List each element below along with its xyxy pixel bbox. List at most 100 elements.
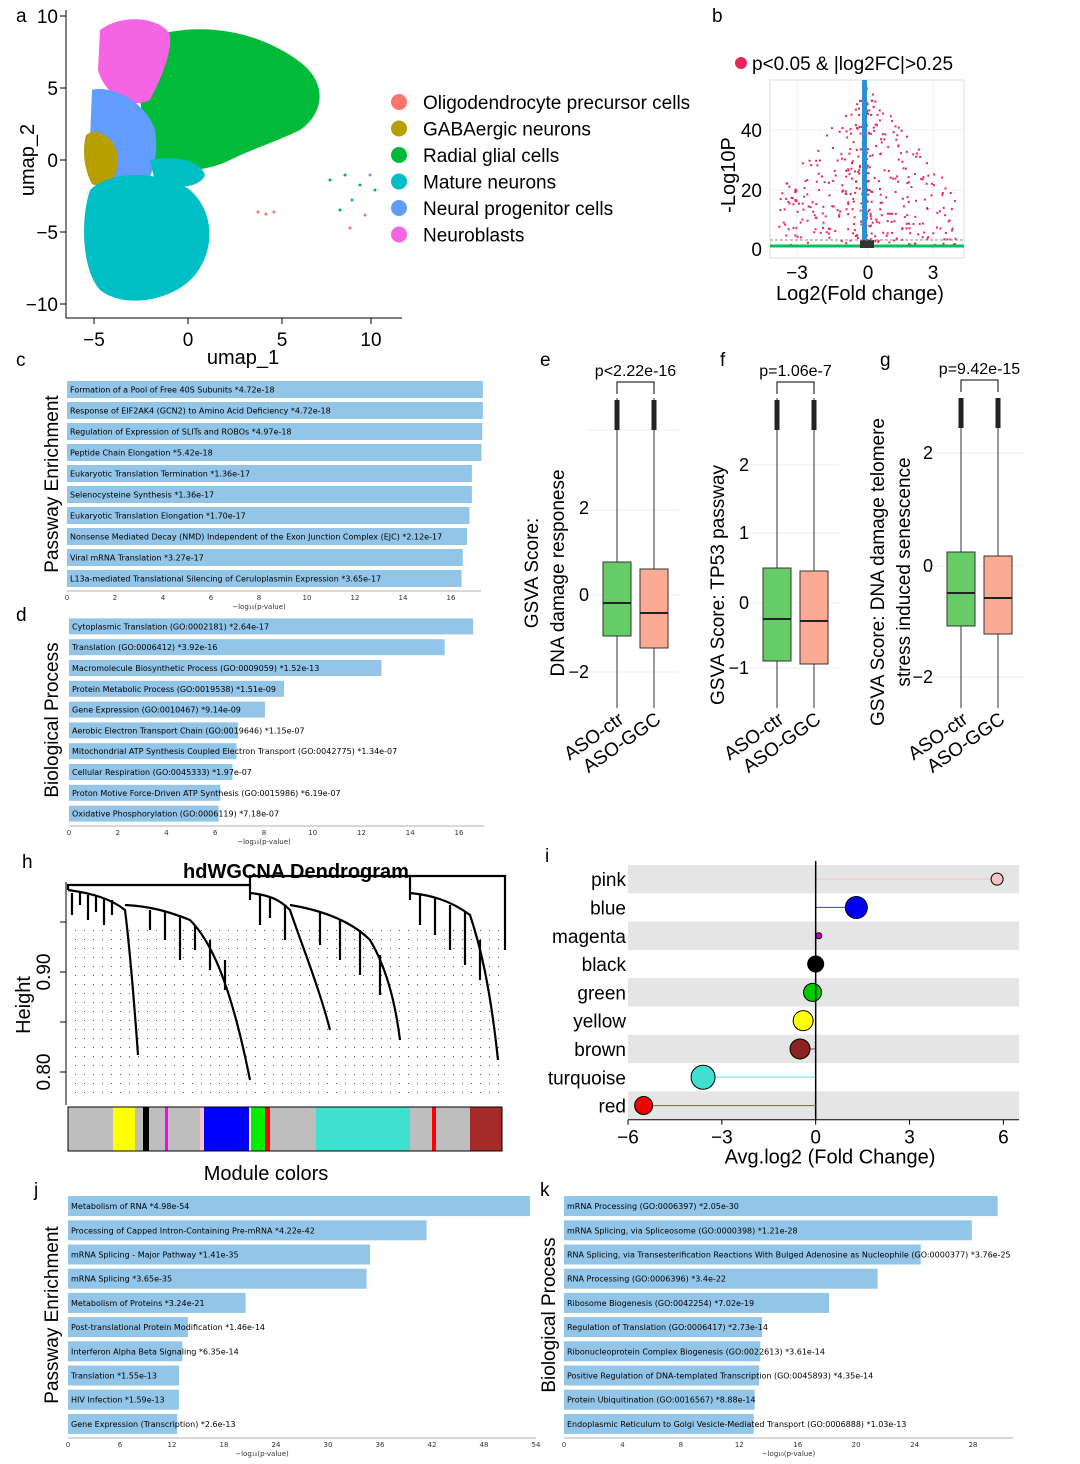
bar-label: Metabolism of Proteins *3.24e-21: [71, 1299, 205, 1308]
dendrogram-dot: [426, 993, 427, 994]
dendrogram-dot: [219, 984, 220, 985]
umap-cluster-gabaergic: [84, 131, 118, 186]
dendrogram-dot: [246, 984, 247, 985]
umap-legend-swatch: [391, 173, 407, 190]
volcano-point: [854, 124, 857, 127]
dendrogram-dot: [408, 1038, 409, 1039]
dendrogram-dot: [363, 939, 364, 940]
dendrogram-dot: [255, 1038, 256, 1039]
dendrogram-dot: [426, 1038, 427, 1039]
dendrogram-dot: [300, 1083, 301, 1084]
dendrogram-dot: [210, 1029, 211, 1030]
dendrogram-dot: [138, 948, 139, 949]
volcano-point: [779, 198, 782, 201]
dendrogram-dot: [435, 1065, 436, 1066]
volcano-point: [829, 228, 832, 231]
volcano-point: [836, 159, 839, 162]
dendrogram-dot: [255, 1047, 256, 1048]
dendrogram-dot: [102, 1065, 103, 1066]
dendrogram-dot: [201, 1020, 202, 1021]
dendrogram-dot: [471, 993, 472, 994]
volcano-point: [932, 232, 935, 235]
dendrogram-dot: [120, 1056, 121, 1057]
dendrogram-dot: [381, 1011, 382, 1012]
dendrogram-dot: [417, 1092, 418, 1093]
volcano-point: [860, 223, 863, 226]
volcano-point: [815, 203, 818, 206]
volcano-point: [866, 189, 869, 192]
dendrogram-dot: [174, 993, 175, 994]
panel-letter-g: g: [880, 350, 891, 371]
volcano-xlabel: Log2(Fold change): [776, 283, 944, 305]
volcano-point: [858, 126, 861, 129]
dendrogram-dot: [75, 939, 76, 940]
dendrogram-dot: [435, 1092, 436, 1093]
bar-tick-label: 8: [257, 594, 261, 602]
volcano-point: [867, 193, 870, 196]
volcano-point: [914, 199, 917, 202]
dendrogram-dot: [318, 1083, 319, 1084]
dendrogram-dot: [399, 1056, 400, 1057]
umap-legend: Oligodendrocyte precursor cells GABAergic…: [391, 93, 690, 247]
bar: [68, 1196, 530, 1217]
bar: [68, 1292, 246, 1313]
dendrogram-dot: [462, 1065, 463, 1066]
bar-label: Regulation of Expression of SLITs and RO…: [70, 428, 292, 437]
volcano-point: [910, 186, 913, 189]
bar-label: Nonsense Mediated Decay (NMD) Independen…: [70, 533, 442, 542]
dendrogram-dot: [102, 957, 103, 958]
volcano-point: [846, 136, 849, 139]
dendrogram-dot: [408, 1011, 409, 1012]
volcano-point: [912, 223, 915, 226]
dendrogram-dot: [390, 1020, 391, 1021]
volcano-point: [953, 200, 956, 203]
dendrogram-dot: [327, 1047, 328, 1048]
volcano-point: [944, 231, 947, 234]
dendrogram-dot: [192, 948, 193, 949]
volcano-point: [852, 200, 855, 203]
volcano-point: [799, 221, 802, 224]
volcano-point: [806, 219, 809, 222]
dendrogram-dot: [489, 1020, 490, 1021]
umap-x-ticks: −5 0 5 10: [83, 318, 382, 351]
dendrogram-dot: [471, 930, 472, 931]
dendrogram-dot: [390, 957, 391, 958]
dendrogram-dot: [399, 939, 400, 940]
dendrogram-dot: [291, 1047, 292, 1048]
volcano-point: [874, 100, 877, 103]
volcano-point: [873, 176, 876, 179]
volcano-point: [848, 152, 851, 155]
bar-tick-label: 30: [324, 1441, 333, 1449]
umap-cluster-mature-neurons: [84, 175, 210, 301]
dendrogram-dot: [498, 1029, 499, 1030]
dendrogram-dot: [444, 975, 445, 976]
umap-y-ticks: 10 5 0 −5 −10: [26, 7, 66, 316]
dendrogram-dot: [327, 1029, 328, 1030]
dendrogram-dot: [237, 948, 238, 949]
volcano-point: [870, 200, 873, 203]
dendrogram-dot: [453, 930, 454, 931]
volcano-point: [891, 177, 894, 180]
dendrogram-dot: [192, 1065, 193, 1066]
bar-label: Translation (GO:0006412) *3.92e-16: [71, 643, 217, 652]
dendrogram-dot: [327, 948, 328, 949]
dendrogram-dot: [129, 1038, 130, 1039]
volcano-point: [931, 182, 934, 185]
bar-label: RNA Processing (GO:0006396) *3.4e-22: [567, 1275, 726, 1284]
dendrogram-dot: [156, 1092, 157, 1093]
volcano-point: [870, 113, 873, 116]
lollipop-point: [789, 1038, 811, 1060]
volcano-point: [886, 232, 889, 235]
dendrogram-dot: [147, 1011, 148, 1012]
biological-process-bar-chart-d: Cytoplasmic Translation (GO:0002181) *2.…: [42, 618, 484, 846]
dendrogram-dot: [246, 1002, 247, 1003]
bar-label: Endoplasmic Reticulum to Golgi Vesicle-M…: [567, 1420, 906, 1429]
dendrogram-dot: [390, 975, 391, 976]
volcano-point: [860, 220, 863, 223]
panel-letter-k: k: [540, 1180, 550, 1201]
volcano-point: [891, 212, 894, 215]
lollipop-row-band: [628, 1034, 1019, 1064]
dendrogram-dot: [372, 1092, 373, 1093]
dendrogram-dot: [462, 939, 463, 940]
dendrogram-dot: [273, 1029, 274, 1030]
